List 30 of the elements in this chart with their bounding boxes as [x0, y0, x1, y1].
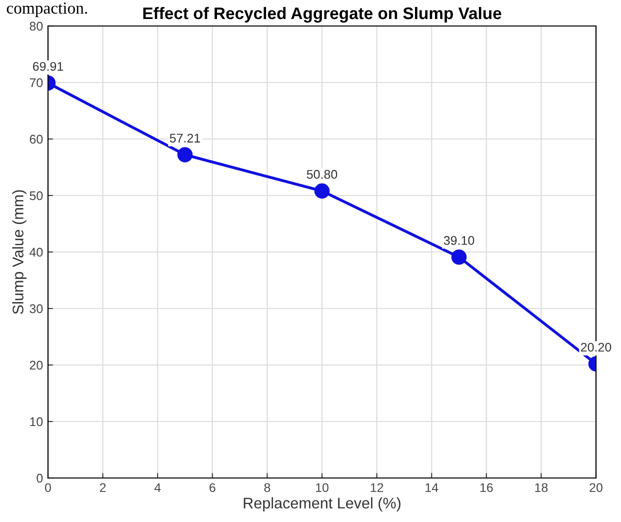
text: compaction.: [6, 2, 88, 18]
data-label: 39.10: [444, 236, 474, 245]
x-tick-label: 16: [480, 483, 493, 492]
x-tick-label: 8: [264, 483, 270, 492]
x-tick-label: 6: [210, 483, 216, 492]
point: [314, 183, 330, 199]
x-tick-label: 14: [426, 483, 438, 492]
y-tick-label: 10: [30, 417, 43, 426]
y-tick-label: 0: [36, 474, 43, 483]
x-tick-label: 4: [154, 483, 161, 492]
x-tick-label: 20: [590, 483, 602, 492]
y-tick-label: 50: [30, 191, 43, 200]
y-tick-label: 30: [30, 304, 43, 314]
x-tick-label: 2: [100, 483, 106, 492]
chart-title: Effect of Recycled Aggregate on Slump Value: [143, 6, 502, 23]
y-tick-label: 20: [30, 360, 43, 370]
data-label: 20.20: [580, 342, 612, 352]
y-tick-label: 60: [30, 134, 43, 144]
x-axis-title: Replacement Level (%): [244, 497, 400, 512]
y-tick-label: 40: [30, 248, 43, 257]
data-label: 69.91: [32, 62, 64, 71]
x-tick-label: 18: [535, 483, 548, 492]
x-tick-label: 0: [45, 483, 51, 492]
data-label: 57.21: [170, 134, 200, 143]
data-label: 50.80: [306, 170, 338, 179]
y-tick-label: 70: [30, 78, 43, 88]
x-tick-label: 10: [316, 483, 328, 492]
x-tick-label: 12: [370, 483, 384, 492]
y-axis-title: Slump Value (mm): [12, 190, 26, 314]
y-tick-label: 80: [30, 22, 43, 31]
